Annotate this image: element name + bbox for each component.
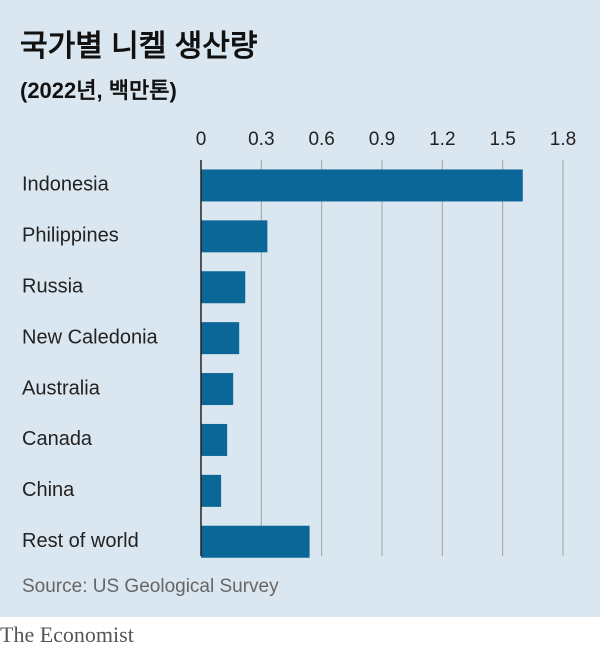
x-tick-label: 0.3 bbox=[248, 129, 274, 150]
brand: The Economist bbox=[0, 622, 134, 647]
bar bbox=[201, 373, 234, 406]
y-tick-label: New Caledonia bbox=[22, 326, 159, 348]
x-tick-label: 1.5 bbox=[489, 129, 515, 150]
bar bbox=[201, 525, 310, 558]
chart-subtitle: (2022년, 백만톤) bbox=[20, 78, 177, 103]
y-tick-label: Rest of world bbox=[22, 530, 139, 552]
y-tick-label: China bbox=[22, 479, 75, 501]
y-tick-label: Australia bbox=[22, 377, 101, 399]
x-tick-label: 1.8 bbox=[550, 129, 576, 150]
x-tick-label: 0.9 bbox=[369, 129, 395, 150]
x-tick-label: 1.2 bbox=[429, 129, 455, 150]
x-tick-label: 0.6 bbox=[308, 129, 334, 150]
y-tick-label: Indonesia bbox=[22, 174, 110, 196]
y-tick-label: Russia bbox=[22, 276, 84, 298]
bar bbox=[201, 271, 246, 304]
bar bbox=[201, 423, 228, 456]
source-note: Source: US Geological Survey bbox=[22, 576, 279, 597]
y-tick-label: Canada bbox=[22, 428, 93, 450]
chart-title: 국가별 니켈 생산량 bbox=[20, 30, 258, 63]
bar bbox=[201, 474, 222, 507]
bar bbox=[201, 220, 268, 253]
chart-background bbox=[0, 0, 600, 617]
x-tick-label: 0 bbox=[196, 129, 207, 150]
bar bbox=[201, 169, 523, 202]
bar bbox=[201, 322, 240, 355]
y-tick-label: Philippines bbox=[22, 225, 119, 247]
